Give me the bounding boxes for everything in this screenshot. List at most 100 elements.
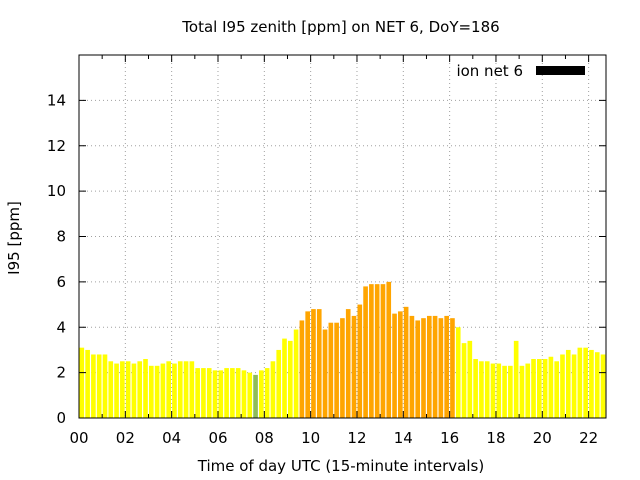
bar: [264, 368, 270, 418]
bar: [369, 284, 374, 418]
chart-title: Total I95 zenith [ppm] on NET 6, DoY=186: [181, 18, 499, 36]
bar: [212, 370, 218, 418]
x-tick-label: 16: [440, 429, 459, 447]
bar: [235, 368, 241, 418]
bar: [351, 315, 357, 418]
bar: [143, 359, 148, 418]
x-axis-label: Time of day UTC (15-minute intervals): [197, 457, 484, 475]
bar: [270, 361, 276, 418]
bar: [305, 311, 310, 418]
bar: [345, 309, 351, 418]
bar: [496, 363, 502, 418]
bar: [571, 354, 577, 418]
bar: [438, 318, 444, 418]
bar: [415, 320, 421, 418]
bar: [316, 309, 322, 418]
bar: [85, 349, 90, 418]
bar: [554, 361, 560, 418]
bar: [565, 349, 571, 418]
x-tick-label: 00: [69, 429, 88, 447]
bar: [241, 370, 247, 418]
bar: [432, 315, 438, 418]
bar: [386, 281, 392, 418]
x-tick-label: 06: [208, 429, 227, 447]
bar: [577, 347, 583, 418]
y-tick-label: 0: [56, 409, 66, 427]
bar: [189, 361, 195, 418]
bar: [206, 368, 212, 418]
bar: [455, 327, 461, 418]
x-tick-label: 18: [486, 429, 505, 447]
y-tick-label: 8: [56, 228, 66, 246]
bar: [183, 361, 189, 418]
x-tick-label: 04: [162, 429, 181, 447]
bar: [374, 284, 380, 418]
bar: [525, 363, 531, 418]
bar: [473, 359, 478, 418]
bar: [102, 354, 108, 418]
bar: [259, 370, 264, 418]
bar: [114, 363, 119, 418]
x-tick-label: 22: [579, 429, 598, 447]
y-axis-label: I95 [ppm]: [5, 201, 23, 275]
bar: [537, 359, 542, 418]
bar: [91, 354, 96, 418]
bar: [287, 340, 293, 418]
bar: [513, 340, 519, 418]
bar: [195, 368, 200, 418]
bar: [218, 370, 224, 418]
bar-series: [79, 281, 606, 418]
y-tick-label: 4: [56, 318, 66, 336]
bar: [172, 363, 177, 418]
bar: [282, 338, 287, 418]
bar: [531, 359, 536, 418]
bar: [154, 365, 160, 418]
y-tick-label: 12: [47, 137, 66, 155]
bar: [461, 343, 467, 418]
bar: [137, 361, 143, 418]
bar: [160, 363, 166, 418]
x-tick-label: 20: [533, 429, 552, 447]
bar: [421, 318, 426, 418]
y-tick-label: 14: [47, 91, 66, 109]
bar: [583, 347, 588, 418]
bar: [589, 349, 594, 418]
bar: [600, 354, 606, 418]
bar: [542, 359, 548, 418]
bar: [340, 318, 345, 418]
bar: [392, 313, 397, 418]
bar: [96, 354, 102, 418]
bar: [322, 329, 328, 418]
bar: [247, 372, 253, 418]
bar: [108, 361, 114, 418]
bar: [594, 352, 600, 418]
bar: [299, 320, 305, 418]
y-tick-label: 10: [47, 182, 66, 200]
bar: [467, 340, 473, 418]
bar: [502, 365, 507, 418]
legend-swatch: [536, 66, 585, 75]
y-tick-label: 2: [56, 364, 66, 382]
bar: [224, 368, 229, 418]
bar: [201, 368, 206, 418]
bar: [79, 347, 85, 418]
bar: [450, 318, 455, 418]
x-tick-label: 08: [255, 429, 274, 447]
bar: [519, 365, 525, 418]
x-tick-label: 02: [116, 429, 135, 447]
bar: [363, 286, 368, 418]
x-tick-label: 14: [394, 429, 413, 447]
bar: [120, 361, 125, 418]
bar: [444, 315, 449, 418]
bar: [328, 322, 334, 418]
bar: [125, 361, 131, 418]
bar: [166, 361, 172, 418]
bar: [409, 315, 415, 418]
bar: [334, 322, 339, 418]
bar: [253, 374, 258, 418]
bar: [293, 329, 299, 418]
grid-lines: [79, 55, 606, 418]
legend-label: ion net 6: [456, 62, 523, 80]
